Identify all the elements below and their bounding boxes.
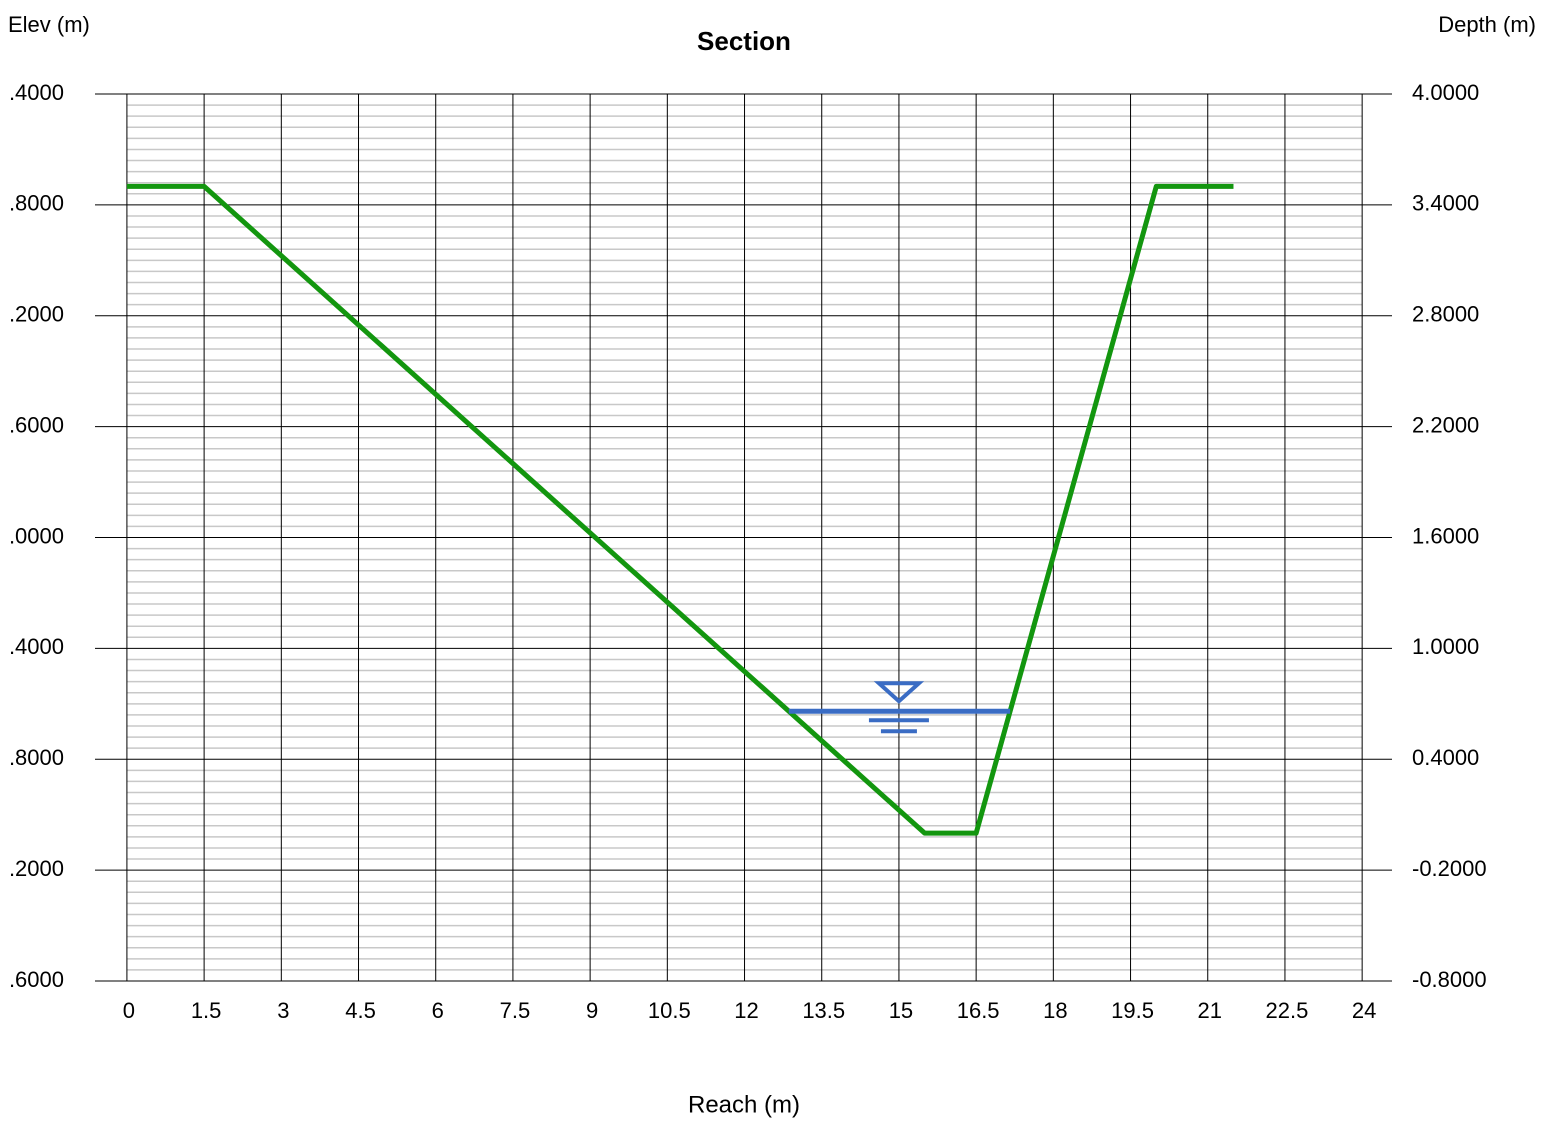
y-tick-label: .0000 <box>9 523 64 548</box>
x-tick-label: 24 <box>1352 998 1376 1023</box>
y-tick-label: .6000 <box>9 967 64 992</box>
x-tick-label: 15 <box>889 998 913 1023</box>
y2-tick-label: -0.8000 <box>1412 967 1487 992</box>
y-tick-label: .8000 <box>9 191 64 216</box>
series-line <box>126 183 1234 836</box>
y-tick-label: .2000 <box>9 856 64 881</box>
y-tick-label: .4000 <box>9 80 64 105</box>
y2-tick-label: 4.0000 <box>1412 80 1479 105</box>
x-tick-label: 19.5 <box>1111 998 1154 1023</box>
x-tick-label: 22.5 <box>1266 998 1309 1023</box>
x-tick-label: 9 <box>586 998 598 1023</box>
x-tick-label: 16.5 <box>957 998 1000 1023</box>
y2-tick-label: 2.8000 <box>1412 302 1479 327</box>
x-tick-label: 10.5 <box>648 998 691 1023</box>
x-tick-label: 7.5 <box>500 998 531 1023</box>
y2-tick-label: -0.2000 <box>1412 856 1487 881</box>
y2-tick-label: 3.4000 <box>1412 191 1479 216</box>
x-tick-label: 3 <box>277 998 289 1023</box>
x-tick-label: 0 <box>123 998 135 1023</box>
y-tick-label: .8000 <box>9 745 64 770</box>
y-tick-label: .2000 <box>9 302 64 327</box>
x-tick-label: 1.5 <box>191 998 222 1023</box>
y2-tick-label: 0.4000 <box>1412 745 1479 770</box>
y-axis-label: Elev (m) <box>8 12 90 37</box>
x-axis-label: Reach (m) <box>688 1091 800 1118</box>
x-tick-label: 13.5 <box>802 998 845 1023</box>
chart-title: Section <box>697 26 791 56</box>
x-tick-label: 18 <box>1043 998 1067 1023</box>
x-tick-label: 4.5 <box>345 998 376 1023</box>
y2-tick-label: 2.2000 <box>1412 412 1479 437</box>
water-symbol <box>873 681 925 704</box>
x-tick-label: 6 <box>432 998 444 1023</box>
y-tick-label: .4000 <box>9 634 64 659</box>
y-tick-label: .6000 <box>9 412 64 437</box>
x-tick-label: 12 <box>734 998 758 1023</box>
y2-tick-label: 1.0000 <box>1412 634 1479 659</box>
y2-tick-label: 1.6000 <box>1412 523 1479 548</box>
y2-axis-label: Depth (m) <box>1438 12 1536 37</box>
x-tick-label: 21 <box>1198 998 1222 1023</box>
